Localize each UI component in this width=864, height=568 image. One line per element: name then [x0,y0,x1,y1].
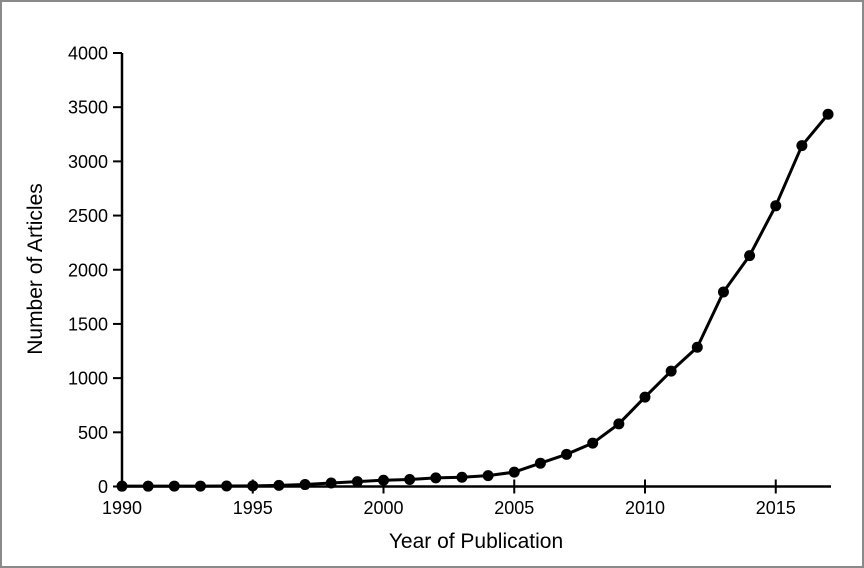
data-point-marker [770,200,782,212]
y-tick-label: 3500 [68,98,108,118]
data-point-marker [482,470,494,482]
y-tick-label: 3000 [68,152,108,172]
x-tick-label: 2015 [756,498,796,518]
y-tick-label: 4000 [68,44,108,64]
data-point-marker [717,286,729,298]
y-tick-label: 2500 [68,206,108,226]
data-point-marker [221,480,233,492]
x-tick-label: 2005 [494,498,534,518]
data-point-marker [299,479,311,491]
x-tick-label: 1990 [102,498,142,518]
data-point-marker [613,418,625,430]
data-point-marker [247,480,259,492]
axes [120,53,831,488]
x-axis-title: Year of Publication [389,530,563,553]
data-point-marker [822,108,834,120]
data-point-marker [168,480,180,492]
x-tick-label: 1995 [233,498,273,518]
data-point-marker [404,473,416,485]
data-series [116,108,834,492]
data-point-marker [378,474,389,486]
axis-tick-labels: 0 500 1000 1500 2000 2500 3000 3500 4000 1990 1995… [68,44,796,519]
data-point-marker [744,250,756,262]
data-point-marker [456,471,468,483]
data-point-marker [142,480,154,492]
y-tick-label: 500 [78,423,108,443]
y-tick-label: 1000 [68,369,108,389]
y-tick-label: 1500 [68,314,108,334]
series-line [122,113,830,488]
data-point-marker [325,477,337,489]
data-point-marker [691,341,703,353]
y-tick-label: 2000 [68,260,108,280]
axis-ticks [113,52,777,494]
x-tick-label: 2010 [625,498,665,518]
x-tick-label: 2000 [363,498,403,518]
data-point-marker [508,466,520,478]
data-point-marker [430,472,442,484]
y-axis-title: Number of Articles [24,183,47,355]
data-point-marker [116,480,128,492]
data-point-marker [587,437,599,449]
data-point-marker [561,448,573,460]
data-point-marker [534,457,546,469]
data-point-marker [665,365,677,377]
data-point-marker [639,391,651,403]
data-point-marker [273,479,285,491]
data-point-marker [796,140,808,152]
y-tick-label: 0 [98,477,108,497]
data-point-marker [194,480,206,492]
data-point-marker [351,476,363,488]
